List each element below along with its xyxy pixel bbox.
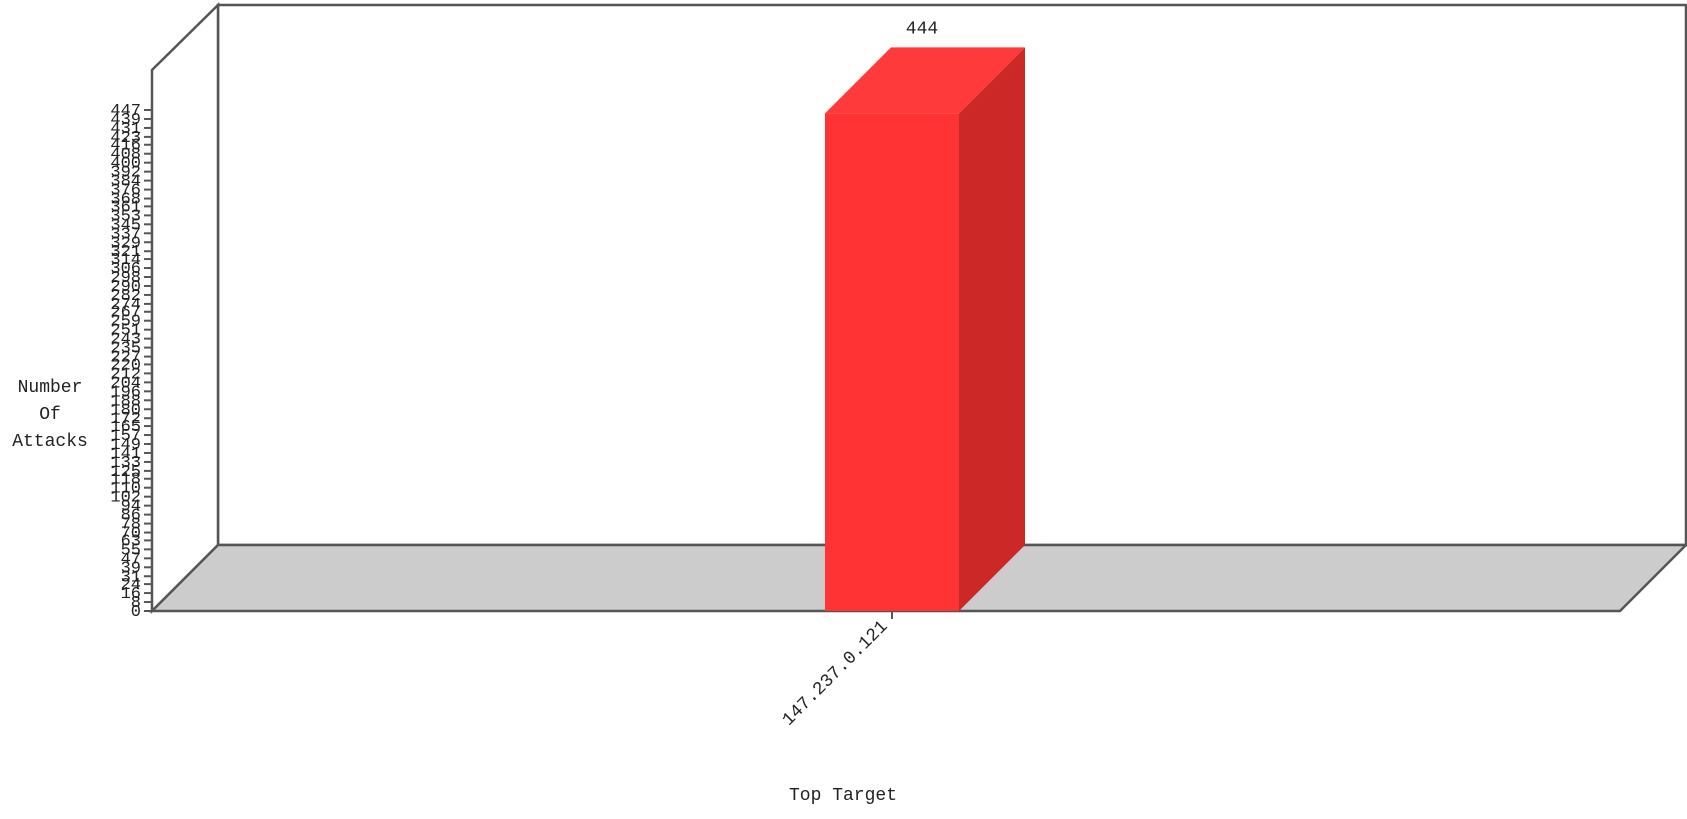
y-tick-label: 235 bbox=[110, 340, 141, 359]
y-tick-label: 165 bbox=[110, 418, 141, 437]
y-tick-label: 384 bbox=[110, 173, 141, 192]
y-tick-label: 86 bbox=[121, 507, 141, 526]
y-tick-label: 243 bbox=[110, 331, 141, 350]
y-tick-label: 259 bbox=[110, 313, 141, 332]
y-tick-label: 204 bbox=[110, 374, 141, 393]
y-tick-label: 157 bbox=[110, 427, 141, 446]
y-tick-label: 392 bbox=[110, 164, 141, 183]
y-tick-label: 63 bbox=[121, 532, 141, 551]
y-tick-label: 416 bbox=[110, 137, 141, 156]
y-tick-label: 298 bbox=[110, 269, 141, 288]
y-tick-label: 70 bbox=[121, 525, 141, 544]
y-tick-label: 220 bbox=[110, 356, 141, 375]
y-tick-label: 447 bbox=[110, 102, 141, 121]
y-tick-label: 110 bbox=[110, 480, 141, 499]
y-tick-label: 423 bbox=[110, 129, 141, 148]
y-tick-label: 55 bbox=[121, 541, 141, 560]
y-tick-label: 251 bbox=[110, 322, 141, 341]
y-tick-label: 274 bbox=[110, 296, 141, 315]
y-tick-label: 172 bbox=[110, 410, 141, 429]
y-tick-label: 400 bbox=[110, 155, 141, 174]
y-tick-label: 196 bbox=[110, 383, 141, 402]
bar-side bbox=[959, 47, 1025, 611]
y-tick-label: 94 bbox=[121, 498, 141, 517]
y-tick-label: 8 bbox=[131, 594, 141, 613]
y-axis-label-line: Number bbox=[18, 378, 83, 398]
y-tick-label: 282 bbox=[110, 287, 141, 306]
y-tick-label: 368 bbox=[110, 191, 141, 210]
y-tick-label: 267 bbox=[110, 304, 141, 323]
y-tick-label: 212 bbox=[110, 365, 141, 384]
y-tick-label: 149 bbox=[110, 436, 141, 455]
y-tick-label: 408 bbox=[110, 146, 141, 165]
left-wall bbox=[150, 2, 220, 615]
y-tick-label: 329 bbox=[110, 234, 141, 253]
x-tick-label: 147.237.0.121 bbox=[779, 617, 892, 730]
y-tick-label: 439 bbox=[110, 111, 141, 130]
bar-top bbox=[825, 47, 1025, 114]
y-tick-label: 133 bbox=[110, 454, 141, 473]
y-tick-label: 24 bbox=[121, 576, 141, 595]
y-tick-label: 306 bbox=[110, 260, 141, 279]
y-tick-label: 39 bbox=[121, 559, 141, 578]
bar-value-label: 444 bbox=[906, 19, 938, 39]
y-tick-label: 180 bbox=[110, 401, 141, 420]
y-tick-label: 78 bbox=[121, 516, 141, 535]
y-tick-label: 353 bbox=[110, 207, 141, 226]
y-tick-label: 321 bbox=[110, 243, 141, 262]
y-tick-label: 141 bbox=[110, 445, 141, 464]
y-tick-label: 290 bbox=[110, 278, 141, 297]
y-tick-label: 31 bbox=[121, 568, 141, 587]
y-tick-label: 0 bbox=[131, 603, 141, 622]
y-tick-label: 345 bbox=[110, 216, 141, 235]
y-tick-label: 227 bbox=[110, 349, 141, 368]
y-tick-label: 337 bbox=[110, 225, 141, 244]
y-tick-label: 361 bbox=[110, 198, 141, 217]
y-tick-label: 376 bbox=[110, 182, 141, 201]
x-axis-label: Top Target bbox=[789, 786, 897, 806]
y-tick-label: 118 bbox=[110, 471, 141, 490]
y-tick-label: 125 bbox=[110, 463, 141, 482]
y-tick-label: 47 bbox=[121, 550, 141, 569]
y-axis-label-line: Attacks bbox=[12, 432, 88, 452]
y-tick-label: 102 bbox=[110, 489, 141, 508]
y-tick-label: 314 bbox=[110, 251, 141, 270]
y-tick-label: 431 bbox=[110, 120, 141, 139]
bar bbox=[825, 113, 959, 611]
y-axis-label-line: Of bbox=[39, 405, 61, 425]
y-tick-label: 16 bbox=[121, 585, 141, 604]
y-tick-label: 188 bbox=[110, 392, 141, 411]
